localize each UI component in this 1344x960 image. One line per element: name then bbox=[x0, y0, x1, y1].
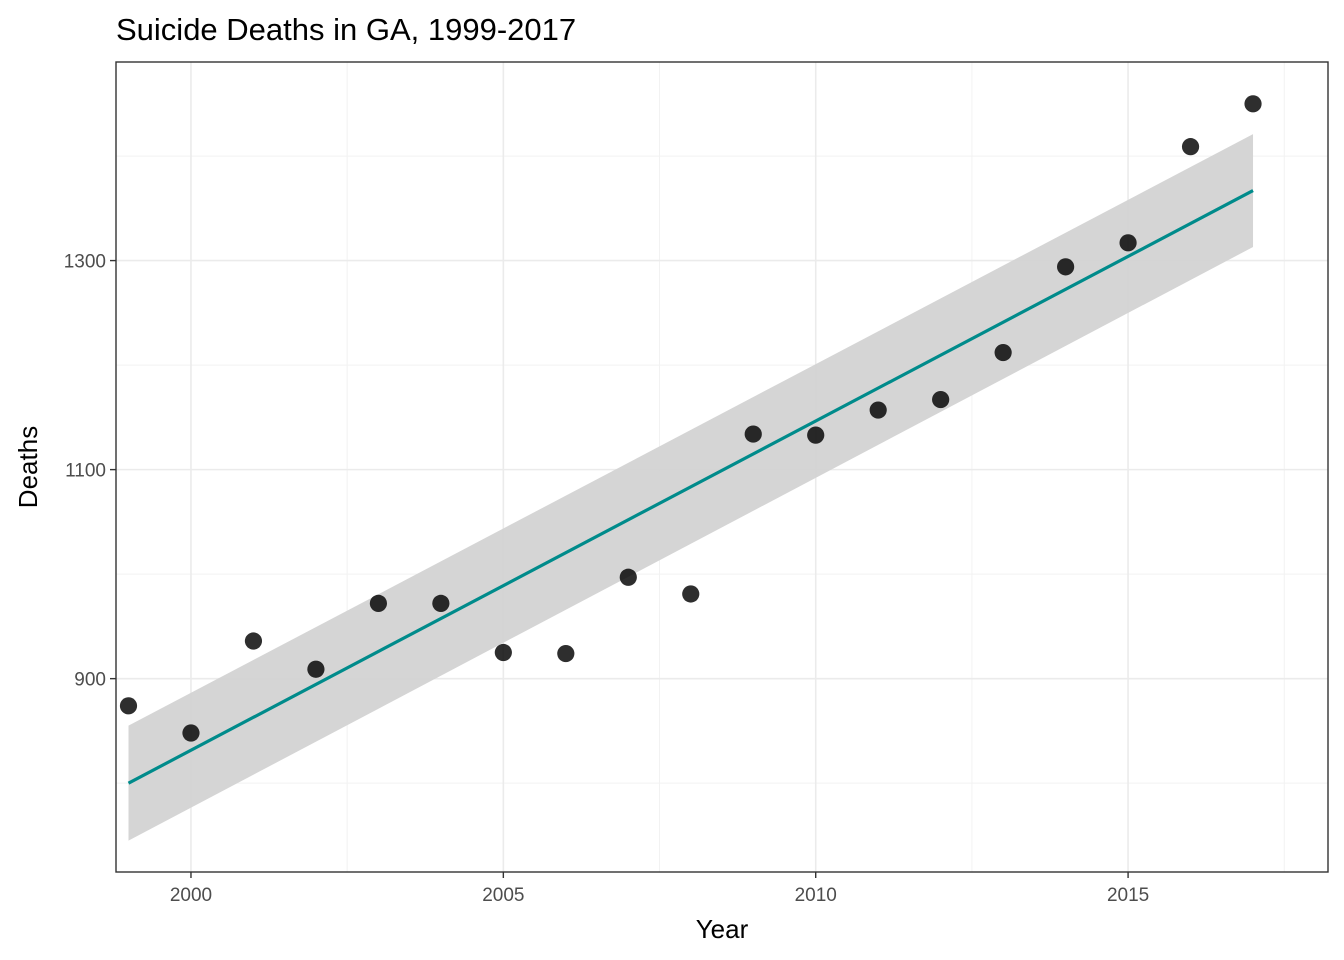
chart-title: Suicide Deaths in GA, 1999-2017 bbox=[116, 12, 576, 47]
x-tick-label: 2010 bbox=[795, 885, 837, 906]
data-point bbox=[557, 644, 575, 663]
panel-border bbox=[115, 61, 1329, 873]
x-tick-label: 2005 bbox=[482, 885, 524, 906]
data-point bbox=[244, 632, 263, 650]
data-point bbox=[932, 390, 950, 409]
y-axis-title: Deaths bbox=[13, 426, 43, 508]
regression-line bbox=[127, 189, 1254, 785]
data-point bbox=[869, 401, 887, 419]
x-tick-label: 2015 bbox=[1107, 885, 1149, 906]
data-point bbox=[682, 585, 700, 603]
x-axis: 2000 2005 2010 2015 bbox=[170, 872, 1149, 906]
x-axis-title: Year bbox=[696, 914, 749, 944]
data-point bbox=[1181, 138, 1200, 156]
x-tick-label: 2000 bbox=[170, 885, 212, 906]
y-axis: 900 1100 1300 bbox=[64, 252, 116, 691]
data-point bbox=[119, 697, 138, 715]
data-point bbox=[182, 724, 200, 742]
data-point bbox=[807, 426, 825, 444]
fit-line-group bbox=[127, 189, 1254, 785]
data-point bbox=[307, 660, 325, 678]
data-point bbox=[1119, 234, 1137, 252]
data-point bbox=[994, 343, 1012, 362]
y-tick-label: 900 bbox=[74, 670, 106, 691]
data-point bbox=[744, 425, 762, 443]
data-points bbox=[119, 95, 1262, 742]
data-point bbox=[432, 594, 450, 612]
data-point bbox=[1244, 95, 1262, 113]
data-point bbox=[619, 568, 637, 586]
data-point bbox=[1057, 258, 1075, 276]
data-point bbox=[494, 643, 512, 662]
data-point bbox=[369, 594, 387, 612]
y-tick-label: 1100 bbox=[65, 461, 106, 482]
y-tick-label: 1300 bbox=[64, 252, 106, 273]
